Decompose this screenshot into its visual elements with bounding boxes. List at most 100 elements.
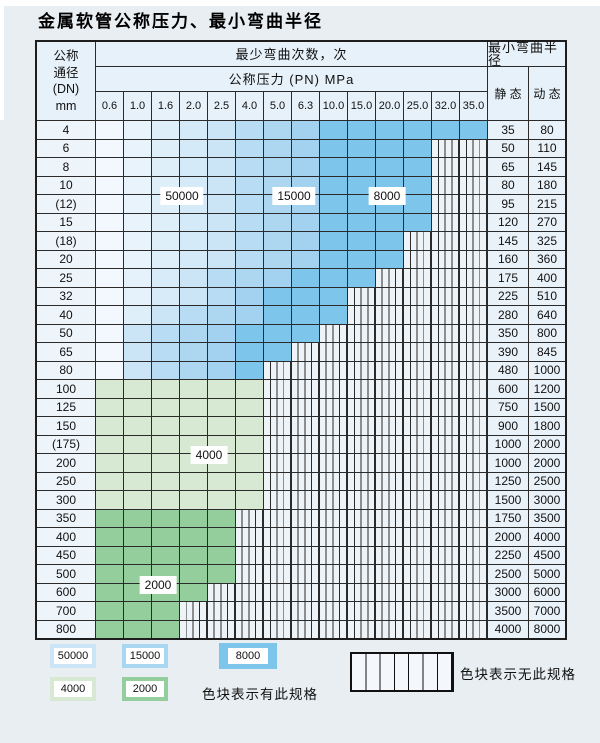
spec-cell bbox=[124, 472, 151, 490]
spec-cell bbox=[208, 324, 235, 342]
no-spec-cell bbox=[348, 528, 375, 546]
dn-cell: 15 bbox=[37, 213, 95, 231]
spec-cell bbox=[236, 343, 263, 361]
spec-cell bbox=[292, 324, 319, 342]
spec-cell bbox=[124, 250, 151, 268]
spec-cell bbox=[208, 398, 235, 416]
dn-cell: 25 bbox=[37, 269, 95, 287]
no-spec-cell bbox=[376, 435, 403, 453]
region-label-8000: 8000 bbox=[368, 187, 406, 205]
no-spec-cell bbox=[460, 269, 487, 287]
no-spec-cell bbox=[404, 620, 431, 638]
region-label-15000: 15000 bbox=[272, 187, 316, 205]
spec-cell bbox=[124, 121, 151, 139]
spec-cell bbox=[180, 250, 207, 268]
spec-cell bbox=[320, 213, 347, 231]
no-spec-cell bbox=[460, 139, 487, 157]
static-radius-cell: 225 bbox=[488, 287, 528, 305]
pressure-header: 公称压力 (PN) MPa bbox=[96, 67, 487, 91]
static-radius-cell: 120 bbox=[488, 213, 528, 231]
no-spec-cell bbox=[180, 620, 207, 638]
no-spec-cell bbox=[292, 546, 319, 564]
spec-cell bbox=[96, 213, 123, 231]
no-spec-cell bbox=[348, 324, 375, 342]
page-title: 金属软管公称压力、最小弯曲半径 bbox=[38, 12, 323, 31]
pn-column-label: 1.0 bbox=[124, 92, 151, 120]
spec-cell bbox=[264, 306, 291, 324]
dynamic-radius-cell: 7000 bbox=[529, 602, 565, 620]
no-spec-cell bbox=[264, 528, 291, 546]
no-spec-cell bbox=[376, 324, 403, 342]
spec-cell bbox=[208, 250, 235, 268]
no-spec-cell bbox=[292, 602, 319, 620]
no-spec-cell bbox=[432, 602, 459, 620]
no-spec-cell bbox=[320, 546, 347, 564]
static-radius-cell: 900 bbox=[488, 417, 528, 435]
dynamic-radius-cell: 400 bbox=[529, 269, 565, 287]
spec-cell bbox=[404, 158, 431, 176]
no-spec-cell bbox=[376, 491, 403, 509]
no-spec-cell bbox=[460, 491, 487, 509]
spec-cell bbox=[320, 232, 347, 250]
dn-cell: 800 bbox=[37, 620, 95, 638]
dn-cell: 250 bbox=[37, 472, 95, 490]
static-radius-cell: 2250 bbox=[488, 546, 528, 564]
no-spec-cell bbox=[404, 398, 431, 416]
dynamic-radius-cell: 2000 bbox=[529, 454, 565, 472]
legend-swatch-2000: 2000 bbox=[122, 677, 168, 701]
dn-header-line: 公称 bbox=[53, 49, 79, 63]
spec-cell bbox=[180, 546, 207, 564]
dynamic-radius-cell: 3000 bbox=[529, 491, 565, 509]
no-spec-cell bbox=[236, 602, 263, 620]
no-spec-cell bbox=[404, 435, 431, 453]
spec-cell bbox=[124, 380, 151, 398]
spec-cell bbox=[264, 121, 291, 139]
spec-cell bbox=[208, 158, 235, 176]
no-spec-cell bbox=[432, 546, 459, 564]
spec-cell bbox=[96, 472, 123, 490]
static-radius-cell: 750 bbox=[488, 398, 528, 416]
spec-cell bbox=[348, 158, 375, 176]
no-spec-cell bbox=[348, 583, 375, 601]
no-spec-cell bbox=[404, 380, 431, 398]
spec-cell bbox=[152, 232, 179, 250]
no-spec-cell bbox=[264, 472, 291, 490]
spec-cell bbox=[96, 565, 123, 583]
dn-column-header: 公称 通径 (DN) mm bbox=[37, 42, 95, 120]
no-spec-cell bbox=[348, 602, 375, 620]
spec-cell bbox=[152, 121, 179, 139]
dn-cell: (18) bbox=[37, 232, 95, 250]
spec-cell bbox=[96, 528, 123, 546]
spec-cell bbox=[376, 213, 403, 231]
spec-cell bbox=[180, 491, 207, 509]
static-radius-cell: 50 bbox=[488, 139, 528, 157]
spec-cell bbox=[180, 361, 207, 379]
dynamic-header: 动 态 bbox=[529, 67, 565, 120]
spec-cell bbox=[236, 195, 263, 213]
spec-cell bbox=[208, 176, 235, 194]
dynamic-radius-cell: 4500 bbox=[529, 546, 565, 564]
no-spec-cell bbox=[320, 509, 347, 527]
no-spec-cell bbox=[292, 343, 319, 361]
spec-cell bbox=[292, 213, 319, 231]
spec-cell bbox=[152, 602, 179, 620]
dn-cell: 10 bbox=[37, 176, 95, 194]
page-top-margin bbox=[0, 0, 600, 6]
pn-column-label: 20.0 bbox=[376, 92, 403, 120]
spec-cell bbox=[180, 380, 207, 398]
spec-cell bbox=[320, 139, 347, 157]
static-radius-cell: 65 bbox=[488, 158, 528, 176]
no-spec-cell bbox=[376, 602, 403, 620]
dn-cell: 65 bbox=[37, 343, 95, 361]
spec-cell bbox=[292, 250, 319, 268]
spec-cell bbox=[376, 250, 403, 268]
no-spec-cell bbox=[460, 213, 487, 231]
spec-cell bbox=[208, 139, 235, 157]
no-spec-cell bbox=[404, 287, 431, 305]
spec-cell bbox=[208, 213, 235, 231]
spec-cell bbox=[124, 139, 151, 157]
no-spec-cell bbox=[432, 324, 459, 342]
dynamic-radius-cell: 510 bbox=[529, 287, 565, 305]
no-spec-cell bbox=[264, 417, 291, 435]
dynamic-radius-cell: 800 bbox=[529, 324, 565, 342]
